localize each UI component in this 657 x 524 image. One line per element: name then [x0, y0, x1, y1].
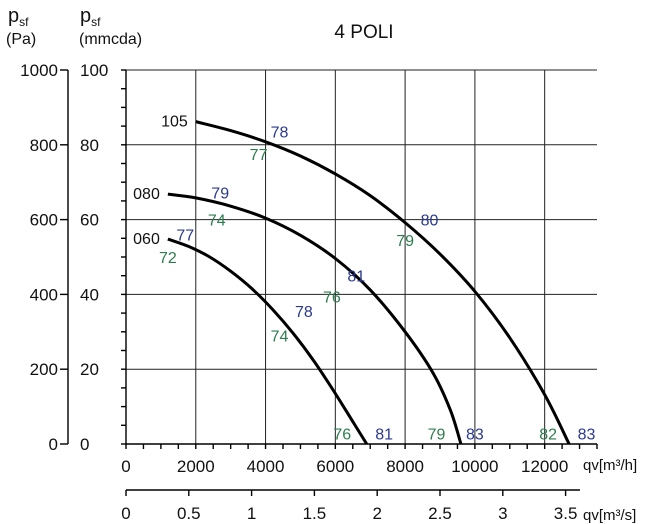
point-label-green: 79: [428, 427, 446, 444]
point-label-blue: 83: [578, 427, 596, 444]
curve-label-105: 105: [161, 114, 188, 131]
y-axis-left-title: psf (Pa): [6, 5, 36, 48]
curve-label-060: 060: [133, 231, 160, 248]
point-label-blue: 83: [466, 427, 484, 444]
point-label-green: 74: [208, 213, 226, 230]
point-label-green: 72: [159, 250, 177, 267]
y-left-tick-label: 0: [49, 435, 58, 454]
point-label-green: 77: [250, 147, 268, 164]
curve-label-080: 080: [133, 186, 160, 203]
y-right-tick-label: 0: [80, 435, 89, 454]
y-right-tick-label: 100: [80, 61, 108, 80]
y-left-tick-label: 200: [30, 360, 58, 379]
x-m3h-tick-label: 8000: [386, 457, 424, 476]
x-m3h-tick-label: 2000: [177, 457, 215, 476]
x-m3s-tick-label: 3.5: [554, 504, 578, 523]
x-axis-m3s-title: qv[m³/s]: [583, 507, 636, 524]
x-m3s-tick-label: 3: [498, 504, 507, 523]
point-label-green: 82: [539, 427, 557, 444]
point-label-green: 74: [271, 329, 289, 346]
x-m3h-tick-label: 10000: [451, 457, 498, 476]
x-m3s-tick-label: 1.5: [303, 504, 327, 523]
y-left-tick-label: 400: [30, 285, 58, 304]
x-m3s-tick-label: 0.5: [177, 504, 201, 523]
y-right-tick-label: 40: [80, 285, 99, 304]
curves: [167, 120, 571, 445]
x-axis-m3h-title: qv[m³/h]: [583, 457, 637, 474]
y-right-tick-label: 60: [80, 211, 99, 230]
point-label-green: 76: [323, 289, 341, 306]
svg-text:(mmcda): (mmcda): [79, 31, 142, 48]
x-m3h-tick-label: 12000: [521, 457, 568, 476]
curve-105: [195, 120, 571, 445]
x-m3h-tick-label: 0: [121, 457, 130, 476]
chart-title: 4 POLI: [334, 22, 393, 43]
curve-060: [167, 237, 369, 445]
x-m3s-tick-label: 1: [247, 504, 256, 523]
point-label-blue: 79: [211, 186, 229, 203]
x-m3s-tick-label: 2: [372, 504, 381, 523]
svg-text:(Pa): (Pa): [6, 31, 36, 48]
x-m3s-tick-label: 0: [121, 504, 130, 523]
x-m3h-tick-label: 4000: [247, 457, 285, 476]
y-axis-right-title: psf (mmcda): [79, 5, 142, 48]
y-right-tick-label: 80: [80, 136, 99, 155]
point-label-blue: 78: [295, 304, 313, 321]
point-label-blue: 77: [176, 228, 194, 245]
point-label-blue: 81: [375, 427, 393, 444]
curve-080: [167, 192, 463, 445]
x-m3h-tick-label: 6000: [316, 457, 354, 476]
point-label-green: 79: [396, 233, 414, 250]
grid: [126, 69, 597, 444]
y-right-tick-label: 20: [80, 360, 99, 379]
point-label-blue: 78: [271, 125, 289, 142]
y-left-tick-label: 600: [30, 211, 58, 230]
svg-text:psf: psf: [8, 5, 29, 29]
y-left-tick-label: 800: [30, 136, 58, 155]
point-label-green: 76: [333, 427, 351, 444]
y-left-tick-label: 1000: [20, 61, 58, 80]
point-label-blue: 81: [347, 269, 365, 286]
point-label-blue: 80: [421, 213, 439, 230]
x-m3s-tick-label: 2.5: [428, 504, 452, 523]
svg-text:psf: psf: [80, 5, 101, 29]
